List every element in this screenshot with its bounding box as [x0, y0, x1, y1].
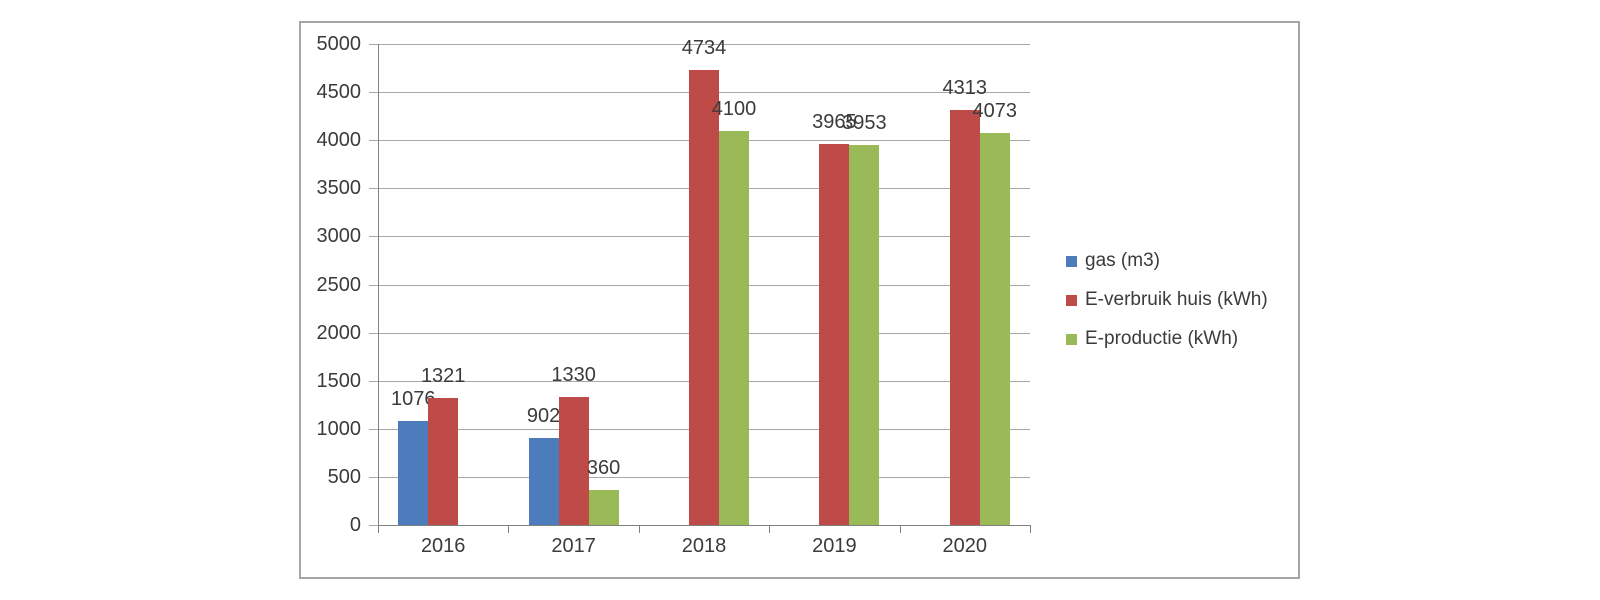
plot-area: 1076 902 1321 1330 4734 3965 4313 360 4100 3953 40… [369, 38, 1031, 533]
x-axis-tick [769, 525, 771, 533]
legend-marker-icon [1066, 294, 1077, 306]
y-axis-tick-label: 4500 [316, 81, 362, 104]
legend-label: E-verbruik huis (kWh) [1085, 289, 1268, 310]
x-axis-category-label: 2016 [420, 535, 466, 557]
legend-marker-icon [1066, 333, 1077, 345]
bar-value-label: 4734 [681, 36, 727, 59]
bar-2016-series1 [398, 421, 429, 525]
y-axis-tick-label: 2000 [316, 321, 362, 344]
x-axis-category-label: 2018 [681, 535, 727, 557]
bar-2020-series3 [979, 133, 1010, 525]
x-axis-category-label: 2020 [942, 535, 988, 557]
y-axis-tick-label: 3000 [316, 225, 362, 248]
x-axis-tick [899, 525, 901, 533]
x-axis-tick [1030, 525, 1031, 533]
legend-entry-3: E-productie (kWh) [1066, 328, 1268, 349]
bar-2019-series2 [819, 143, 850, 525]
bar-2018-series2 [689, 69, 719, 525]
bar-2016-series2 [428, 397, 459, 525]
bar-value-label: 902 [526, 405, 561, 428]
y-axis-tick-label: 5000 [316, 33, 362, 55]
y-axis-tick-label: 500 [327, 465, 361, 488]
bar-2017-series3 [588, 490, 619, 525]
bar-2020-series2 [949, 110, 980, 525]
bar-2018-series3 [719, 130, 749, 525]
y-axis-tick-label: 2500 [316, 273, 362, 296]
bar-2017-series1 [528, 438, 559, 525]
x-axis-tick [508, 525, 510, 533]
y-axis-tick-label: 1500 [316, 369, 362, 392]
legend-label: E-productie (kWh) [1085, 328, 1239, 349]
bar-value-label: 360 [586, 457, 621, 480]
bar-value-label: 4313 [942, 77, 988, 100]
legend-entry-1: gas (m3) [1066, 250, 1268, 271]
legend: gas (m3) E-verbruik huis (kWh) E-productie… [1066, 250, 1268, 349]
x-axis-category-label: 2017 [551, 535, 596, 557]
bar-2017-series2 [558, 397, 589, 525]
bar-value-label: 1330 [551, 364, 596, 387]
x-axis-line [378, 525, 1030, 526]
y-axis-tick-label: 1000 [316, 417, 362, 440]
y-axis-tick-label: 3500 [316, 177, 362, 200]
y-axis-line [378, 44, 379, 525]
bar-value-label: 4100 [711, 97, 757, 120]
legend-marker-icon [1066, 255, 1077, 267]
bar-2019-series3 [849, 144, 880, 525]
chart-frame: 1076 902 1321 1330 4734 3965 4313 360 4100 3953 40… [299, 21, 1300, 579]
x-axis-category-label: 2019 [812, 535, 857, 557]
y-axis-tick-label: 4000 [316, 129, 362, 152]
x-axis-tick [638, 525, 640, 533]
legend-entry-2: E-verbruik huis (kWh) [1066, 289, 1268, 310]
bar-value-label: 1076 [390, 388, 436, 411]
bar-value-label: 3965 [812, 110, 857, 133]
gridline-5000 [369, 44, 1030, 45]
bar-value-label: 1321 [420, 364, 466, 387]
bar-value-label: 3953 [842, 111, 887, 134]
legend-label: gas (m3) [1085, 250, 1160, 271]
y-axis-tick-label: 0 [349, 514, 361, 536]
x-axis-tick [378, 525, 379, 533]
bar-value-label: 4073 [972, 100, 1018, 123]
